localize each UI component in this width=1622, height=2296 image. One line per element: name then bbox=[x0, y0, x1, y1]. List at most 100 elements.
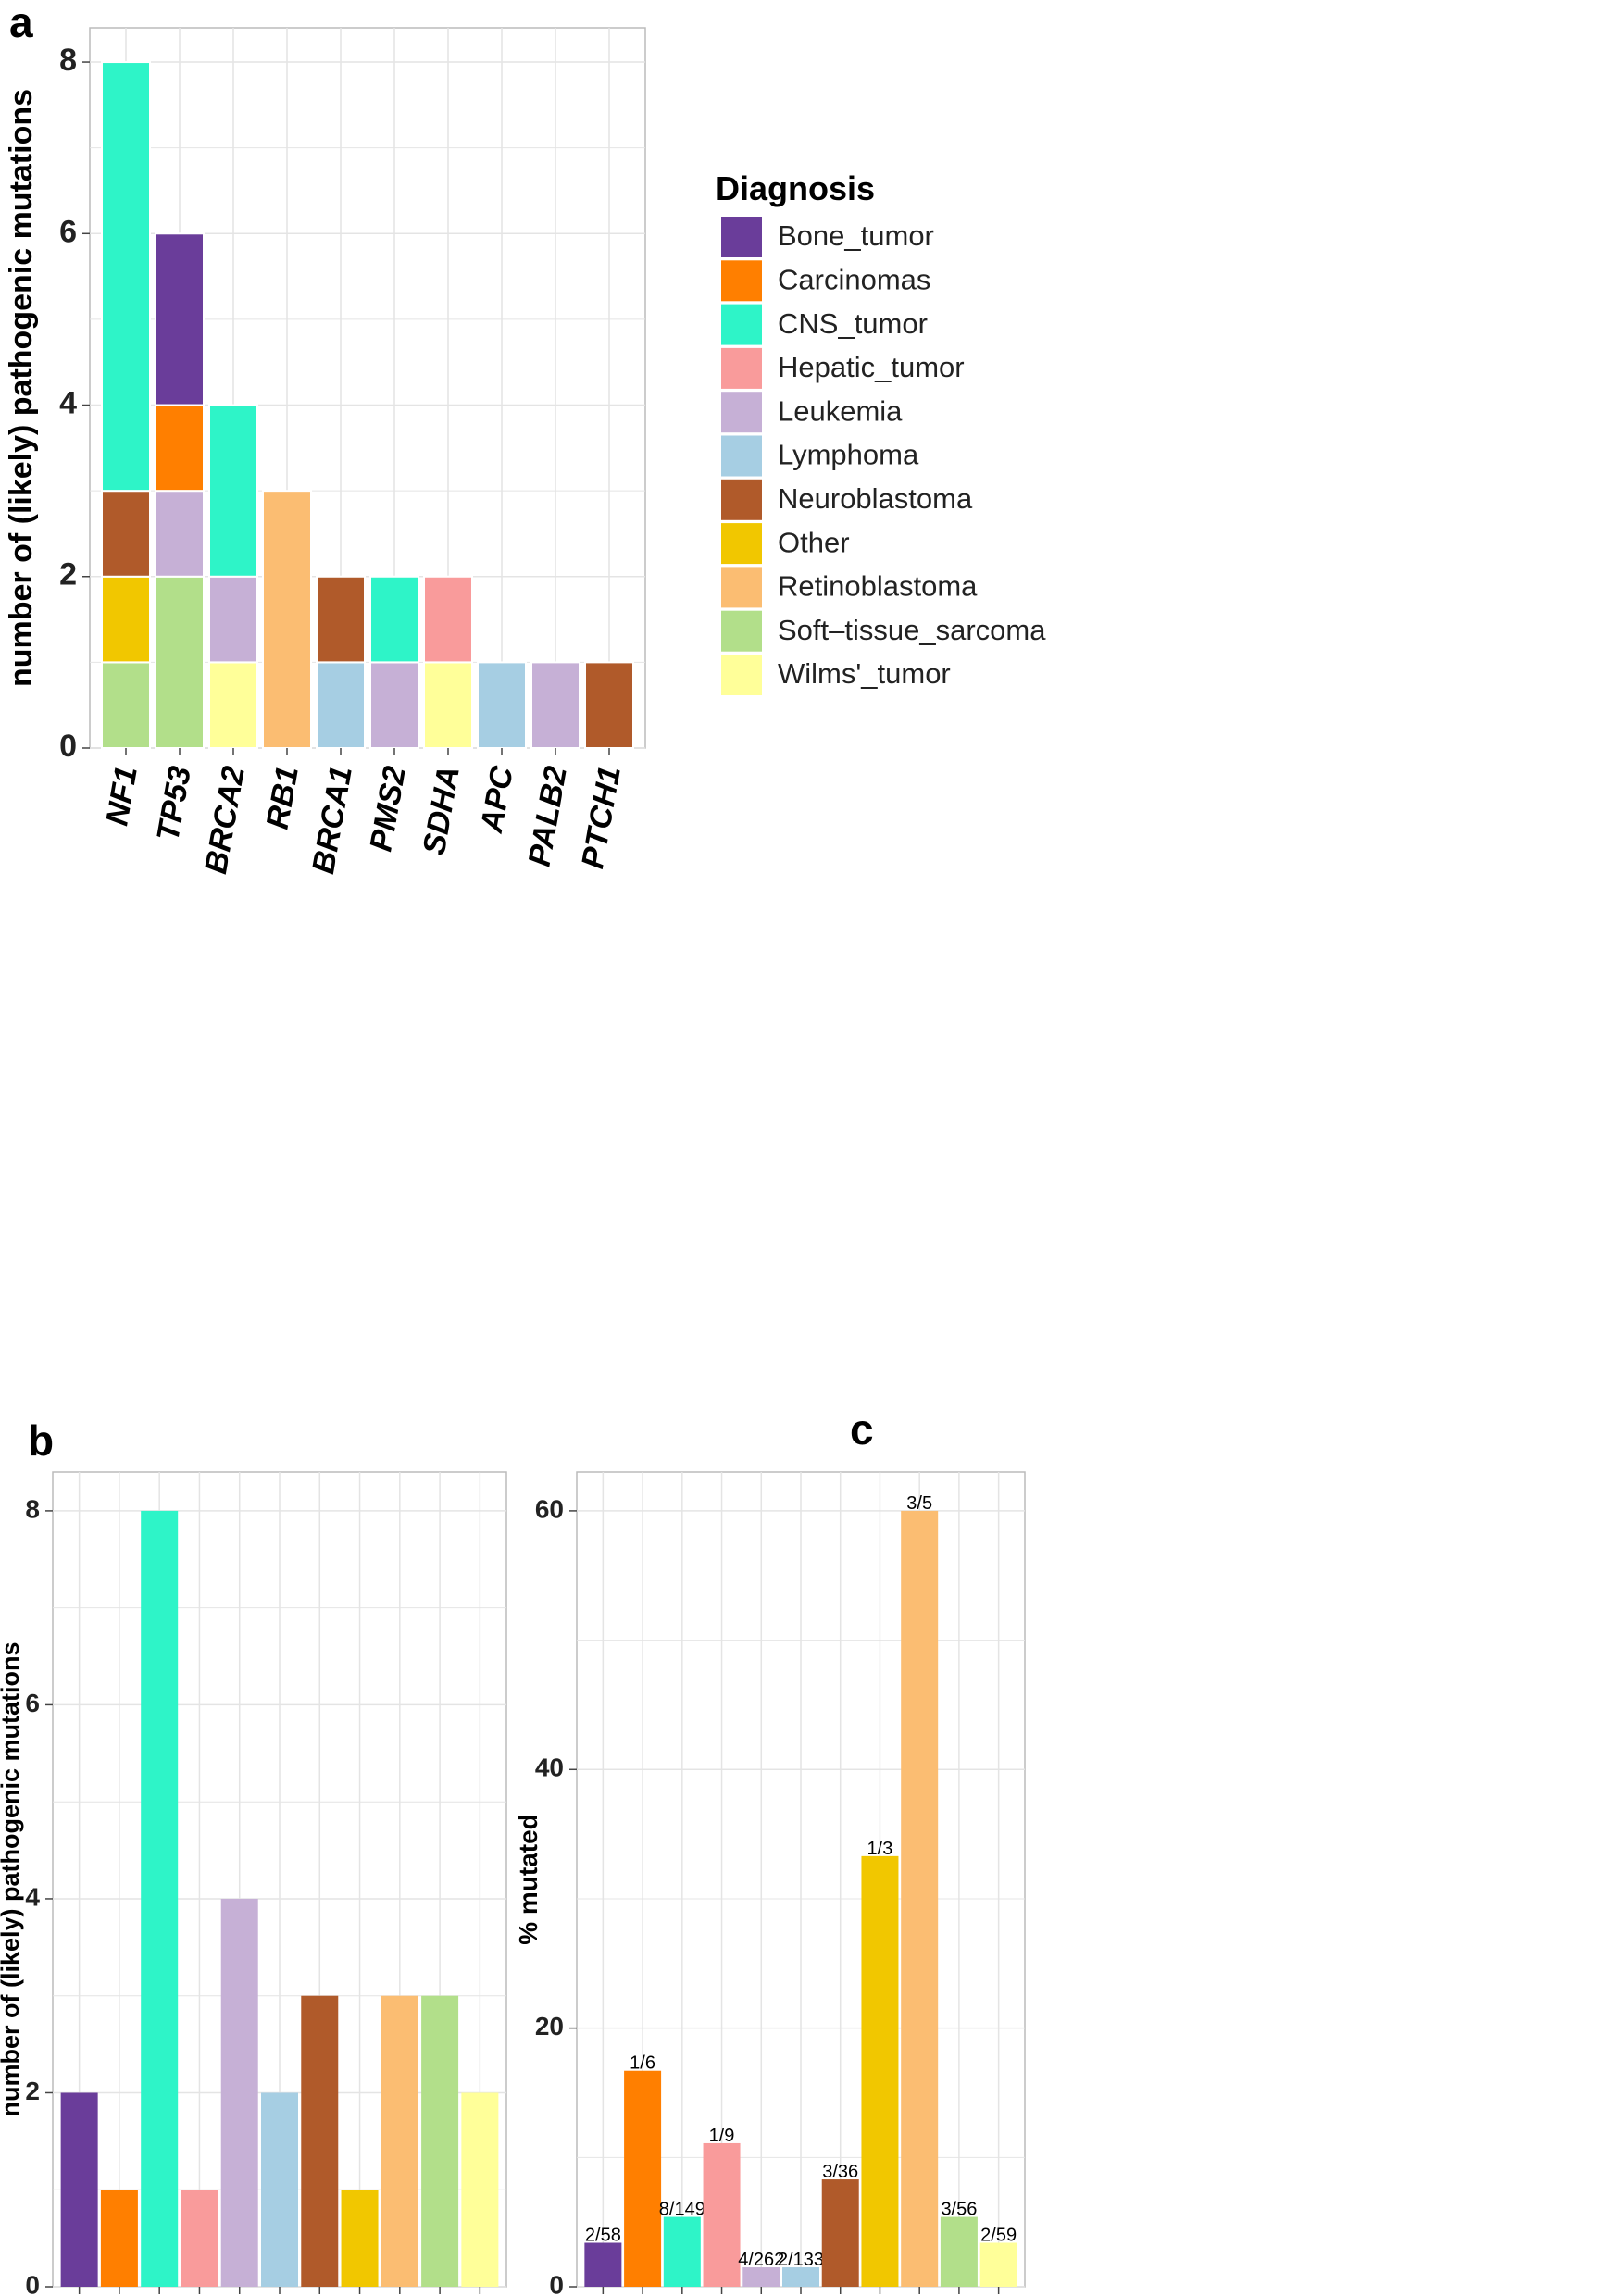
bar-label-soft-tissue-sarcoma: 3/56 bbox=[941, 2200, 977, 2220]
bar-segment-tp53-leukemia bbox=[155, 490, 205, 578]
y-tick-label: 2 bbox=[25, 2077, 40, 2105]
y-tick-label: 4 bbox=[25, 1882, 40, 1911]
x-tick-label-brca2: BRCA2 bbox=[198, 764, 252, 877]
x-tick-label-ptch1: PTCH1 bbox=[575, 764, 628, 871]
bar-label-cns-tumor: 8/149 bbox=[659, 2200, 705, 2220]
bar-carcinomas bbox=[624, 2070, 662, 2287]
legend-label-carcinomas: Carcinomas bbox=[778, 263, 930, 295]
panel-label-c: c bbox=[850, 1405, 874, 1454]
y-tick-label: 60 bbox=[535, 1494, 564, 1523]
x-tick-label-nf1: NF1 bbox=[99, 764, 144, 829]
legend-swatch-cns-tumor bbox=[721, 304, 762, 345]
y-tick-label: 0 bbox=[59, 729, 77, 764]
legend-label-soft-tissue-sarcoma: Soft–tissue_sarcoma bbox=[778, 614, 1046, 646]
bar-segment-brca1-neuroblastoma bbox=[316, 575, 366, 664]
bar-label-other: 1/3 bbox=[867, 1839, 893, 1859]
panel-label-a: a bbox=[9, 0, 33, 46]
bar-segment-sdha-hepatic-tumor bbox=[423, 575, 473, 664]
bar-segment-tp53-soft-tissue-sarcoma bbox=[155, 575, 205, 749]
bar-segment-rb1-retinoblastoma bbox=[262, 490, 312, 750]
bar-segment-nf1-soft-tissue-sarcoma bbox=[101, 661, 151, 750]
bar-retinoblastoma bbox=[381, 1995, 418, 2287]
bar-segment-apc-lymphoma bbox=[477, 661, 527, 750]
bar-retinoblastoma bbox=[901, 1510, 939, 2287]
legend-swatch-retinoblastoma bbox=[721, 567, 762, 608]
bar-label-retinoblastoma: 3/5 bbox=[906, 1493, 932, 1514]
bar-segment-sdha-wilms-tumor bbox=[423, 661, 473, 750]
y-tick-label: 2 bbox=[59, 557, 77, 593]
legend-title: Diagnosis bbox=[716, 169, 875, 207]
y-tick-label: 6 bbox=[25, 1689, 40, 1717]
legend-swatch-lymphoma bbox=[721, 435, 762, 477]
legend-swatch-carcinomas bbox=[721, 260, 762, 302]
legend-swatch-bone-tumor bbox=[721, 217, 762, 257]
legend-label-other: Other bbox=[778, 526, 850, 558]
legend-label-neuroblastoma: Neuroblastoma bbox=[778, 482, 973, 515]
y-tick-label: 6 bbox=[59, 214, 77, 249]
bar-segment-nf1-neuroblastoma bbox=[101, 490, 151, 578]
panel-label-b: b bbox=[28, 1416, 54, 1465]
panel-b-chart: 0 2 4 6 8 number of (likely) pathogenic mutat… bbox=[0, 1471, 507, 2296]
legend-swatch-leukemia bbox=[721, 392, 762, 433]
bar-other bbox=[341, 2190, 379, 2287]
bar-segment-brca2-wilms-tumor bbox=[208, 661, 258, 750]
bar-wilms-tumor bbox=[979, 2242, 1017, 2287]
legend-swatch-neuroblastoma bbox=[721, 479, 762, 520]
bar-label-leukemia: 4/262 bbox=[738, 2250, 784, 2270]
legend-swatch-other bbox=[721, 523, 762, 565]
bar-carcinomas bbox=[100, 2190, 138, 2287]
legend-label-bone-tumor: Bone_tumor bbox=[778, 219, 934, 252]
y-tick-label: 0 bbox=[25, 2270, 40, 2296]
bar-lymphoma bbox=[261, 2092, 298, 2287]
bar-segment-ptch1-neuroblastoma bbox=[584, 661, 634, 750]
legend-label-retinoblastoma: Retinoblastoma bbox=[778, 570, 978, 603]
bar-bone-tumor bbox=[584, 2242, 622, 2287]
bar-segment-tp53-bone-tumor bbox=[155, 232, 205, 406]
x-tick-label-apc: APC bbox=[474, 763, 520, 836]
legend-label-lymphoma: Lymphoma bbox=[778, 439, 919, 471]
y-axis-title: number of (likely) pathogenic mutations bbox=[0, 1641, 24, 2116]
bar-hepatic-tumor bbox=[181, 2190, 218, 2287]
bar-label-bone-tumor: 2/58 bbox=[585, 2226, 621, 2246]
y-tick-label: 20 bbox=[535, 2012, 564, 2040]
legend-label-cns-tumor: CNS_tumor bbox=[778, 307, 928, 340]
bar-leukemia bbox=[220, 1898, 258, 2287]
y-tick-label: 8 bbox=[59, 43, 77, 78]
x-tick-label-pms2: PMS2 bbox=[363, 764, 413, 855]
bar-label-neuroblastoma: 3/36 bbox=[822, 2162, 858, 2182]
legend-swatch-soft-tissue-sarcoma bbox=[721, 610, 762, 652]
bar-segment-palb2-leukemia bbox=[530, 661, 580, 750]
bar-neuroblastoma bbox=[301, 1995, 339, 2287]
legend-swatch-wilms-tumor bbox=[721, 655, 762, 695]
y-tick-label: 4 bbox=[59, 386, 77, 421]
y-tick-label: 8 bbox=[25, 1494, 40, 1523]
bar-label-lymphoma: 2/133 bbox=[778, 2250, 824, 2270]
bar-neuroblastoma bbox=[821, 2179, 859, 2287]
bar-wilms-tumor bbox=[461, 2092, 499, 2287]
x-tick-label-sdha: SDHA bbox=[417, 764, 467, 857]
y-tick-label: 0 bbox=[549, 2270, 564, 2296]
bar-segment-pms2-cns-tumor bbox=[369, 575, 419, 664]
bar-segment-brca2-cns-tumor bbox=[208, 404, 258, 578]
bar-other bbox=[861, 1855, 899, 2287]
legend-label-hepatic-tumor: Hepatic_tumor bbox=[778, 351, 965, 383]
bar-bone-tumor bbox=[60, 2092, 98, 2287]
legend-label-leukemia: Leukemia bbox=[778, 394, 903, 427]
bar-cns-tumor bbox=[141, 1510, 179, 2287]
y-axis-title: number of (likely) pathogenic mutations bbox=[4, 89, 39, 687]
x-tick-label-brca1: BRCA1 bbox=[306, 764, 359, 877]
bar-label-carcinomas: 1/6 bbox=[630, 2053, 655, 2074]
bar-soft-tissue-sarcoma bbox=[940, 2216, 978, 2287]
bar-segment-nf1-other bbox=[101, 575, 151, 664]
panel-c-chart: 0 20 40 60 % mutated 2/58 1/6 8/149 1/9 4/2622/13… bbox=[514, 1471, 1026, 2296]
bar-soft-tissue-sarcoma bbox=[421, 1995, 459, 2287]
bar-segment-pms2-leukemia bbox=[369, 661, 419, 750]
bar-label-wilms-tumor: 2/59 bbox=[980, 2226, 1017, 2246]
y-axis-title: % mutated bbox=[514, 1814, 543, 1945]
bar-segment-tp53-carcinomas bbox=[155, 404, 205, 493]
legend-swatch-hepatic-tumor bbox=[721, 347, 762, 389]
panel-a-chart: 0 2 4 6 8 number of (likely) pathogenic mutat… bbox=[4, 27, 646, 877]
x-tick-label-palb2: PALB2 bbox=[522, 764, 574, 869]
bar-segment-brca2-leukemia bbox=[208, 575, 258, 664]
